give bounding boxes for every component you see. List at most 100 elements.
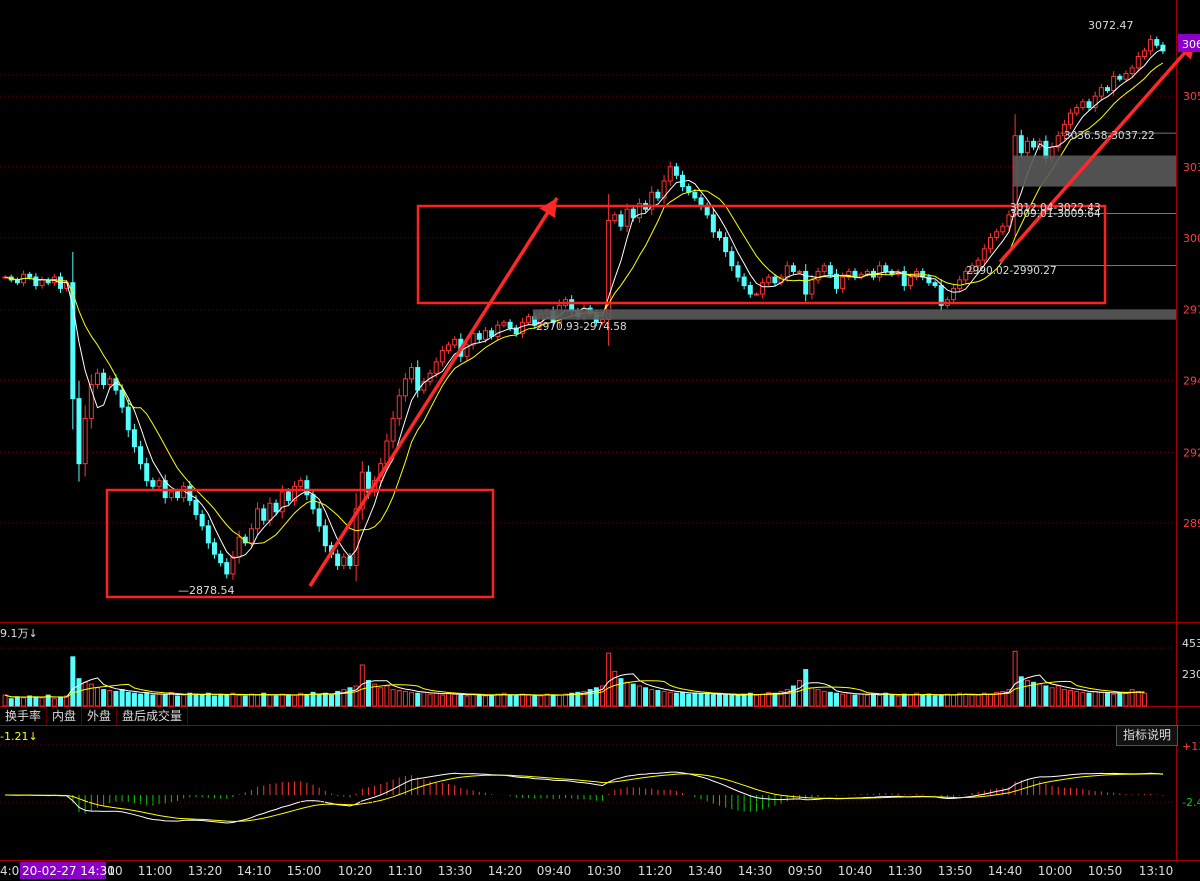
volume-bar bbox=[544, 693, 550, 707]
volume-bar bbox=[587, 689, 593, 707]
volume-bar bbox=[1141, 692, 1147, 707]
candle-up bbox=[661, 180, 667, 199]
volume-bar bbox=[1031, 681, 1037, 707]
volume-bar bbox=[538, 695, 544, 707]
volume-bar bbox=[94, 687, 100, 707]
candle-up bbox=[969, 265, 975, 272]
time-tick-label: 11:10 bbox=[388, 864, 423, 878]
candle-up bbox=[1000, 225, 1006, 233]
volume-bar bbox=[489, 694, 495, 707]
candle-up bbox=[1098, 87, 1104, 97]
tab-turnover[interactable]: 换手率 bbox=[0, 707, 48, 725]
time-tick-label: 13:10 bbox=[1139, 864, 1174, 878]
volume-bar bbox=[932, 695, 938, 707]
candle-down bbox=[273, 502, 279, 513]
volume-bar bbox=[981, 692, 987, 707]
volume-bar bbox=[846, 692, 852, 707]
candle-up bbox=[957, 279, 963, 289]
volume-bar bbox=[1068, 690, 1074, 707]
volume-bar bbox=[926, 693, 932, 707]
candle-up bbox=[292, 485, 298, 501]
volume-bar bbox=[316, 693, 322, 707]
volume-bar bbox=[501, 692, 507, 707]
volume-bar bbox=[1129, 689, 1135, 707]
volume-bar bbox=[464, 695, 470, 707]
tab-outer[interactable]: 外盘 bbox=[82, 707, 118, 725]
volume-bar bbox=[599, 685, 605, 707]
volume-bar bbox=[409, 691, 415, 707]
dea-line bbox=[5, 773, 1163, 822]
volume-bar bbox=[784, 689, 790, 707]
volume-bar bbox=[723, 694, 729, 707]
volume-bar bbox=[1074, 690, 1080, 707]
volume-bar bbox=[834, 692, 840, 707]
indicator-help-button[interactable]: 指标说明 bbox=[1116, 725, 1178, 746]
time-tick-label: 13:20 bbox=[188, 864, 223, 878]
candle-down bbox=[138, 446, 144, 465]
volume-bar bbox=[310, 691, 316, 707]
candle-up bbox=[464, 344, 470, 357]
candle-up bbox=[156, 480, 162, 487]
volume-bar bbox=[1055, 685, 1061, 707]
candle-up bbox=[760, 282, 766, 295]
candle-down bbox=[476, 333, 482, 340]
candle-up bbox=[82, 417, 88, 465]
volume-bar bbox=[969, 694, 975, 707]
volume-bar bbox=[175, 695, 181, 707]
volume-bar bbox=[593, 687, 599, 707]
time-tick-label: 14:40 bbox=[988, 864, 1023, 878]
volume-bar bbox=[193, 693, 199, 707]
volume-bar bbox=[877, 694, 883, 707]
volume-bar bbox=[753, 694, 759, 707]
candle-down bbox=[932, 282, 938, 287]
volume-bar bbox=[1104, 692, 1110, 707]
volume-bar bbox=[64, 695, 70, 707]
candle-down bbox=[716, 231, 722, 238]
volume-bar bbox=[415, 692, 421, 707]
volume-title: 9.1万↓ bbox=[0, 627, 38, 640]
candle-down bbox=[747, 285, 753, 295]
candle-up bbox=[821, 265, 827, 272]
volume-bar bbox=[618, 678, 624, 707]
candle-down bbox=[1031, 140, 1037, 148]
volume-bar bbox=[944, 693, 950, 707]
candle-down bbox=[310, 494, 316, 510]
candle-down bbox=[655, 191, 661, 199]
volume-bar bbox=[575, 691, 581, 707]
time-tick-label: 10 bbox=[107, 864, 122, 878]
volume-bar bbox=[273, 695, 279, 707]
candle-down bbox=[335, 553, 341, 566]
volume-bar bbox=[667, 691, 673, 707]
volume-bar bbox=[606, 652, 612, 707]
candle-up bbox=[667, 166, 673, 182]
price-tick-label: 289 bbox=[1183, 517, 1200, 530]
volume-bar bbox=[1043, 685, 1049, 707]
time-tick-label: 13:30 bbox=[438, 864, 473, 878]
tab-after-hours-volume[interactable]: 盘后成交量 bbox=[117, 707, 189, 725]
candle-down bbox=[834, 273, 840, 289]
volume-bar bbox=[452, 693, 458, 707]
volume-bar bbox=[328, 694, 334, 707]
candle-up bbox=[279, 491, 285, 513]
volume-bar bbox=[482, 695, 488, 707]
candle-down bbox=[199, 514, 205, 527]
candle-down bbox=[1086, 101, 1092, 108]
volume-bar bbox=[156, 693, 162, 707]
volume-bar bbox=[1006, 689, 1012, 707]
candle-up bbox=[446, 344, 452, 352]
candle-up bbox=[452, 338, 458, 346]
volume-bar bbox=[612, 670, 618, 707]
volume-bar bbox=[840, 693, 846, 707]
time-tick-label: 11:00 bbox=[138, 864, 173, 878]
candle-down bbox=[33, 276, 39, 287]
tab-inner[interactable]: 内盘 bbox=[47, 707, 83, 725]
volume-bar bbox=[772, 692, 778, 707]
time-tick-label: 11:30 bbox=[888, 864, 923, 878]
time-tick-label: 15:00 bbox=[287, 864, 322, 878]
candle-down bbox=[569, 299, 575, 312]
volume-bar bbox=[138, 693, 144, 707]
volume-bar bbox=[1061, 689, 1067, 707]
time-tick-label: 10:00 bbox=[1038, 864, 1073, 878]
price-tick-label: 294 bbox=[1183, 374, 1200, 387]
